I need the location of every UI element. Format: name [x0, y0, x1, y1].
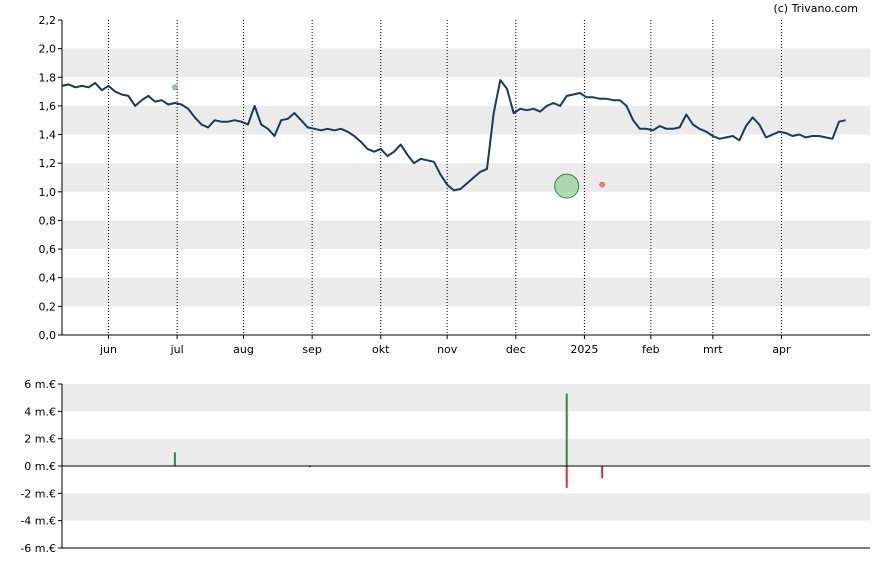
volume-chart-axes: -6 m.€ -4 m.€ -2 m.€ 0 m.€ 2 m.€ 4 m.€ 6 m.€ — [20, 378, 870, 555]
y-tick-label: 1,4 — [39, 129, 57, 142]
credit-label: (c) Trivano.com — [773, 2, 858, 15]
y-tick-label: 1,2 — [39, 157, 57, 170]
y-tick-label: 0,0 — [39, 329, 57, 342]
price-band — [62, 163, 870, 192]
price-chart-bands — [62, 48, 870, 307]
x-tick-label: jun — [99, 343, 117, 356]
price-band — [62, 105, 870, 135]
y-tick-label: 2,2 — [39, 14, 57, 27]
price-band — [62, 277, 870, 307]
sell-marker — [599, 181, 605, 188]
volume-y-tick-label: 6 m.€ — [24, 378, 56, 391]
y-tick-label: 0,6 — [39, 243, 57, 256]
price-band — [62, 220, 870, 250]
x-tick-label: apr — [772, 343, 791, 356]
buy-marker — [554, 173, 580, 199]
x-tick-label: feb — [642, 343, 660, 356]
volume-y-tick-label: -6 m.€ — [20, 542, 56, 555]
y-tick-label: 0,2 — [39, 300, 57, 313]
volume-band — [62, 493, 870, 521]
x-tick-label: sep — [302, 343, 321, 356]
price-chart-series — [61, 79, 846, 192]
volume-y-tick-label: 0 m.€ — [24, 460, 56, 473]
volume-y-tick-label: -2 m.€ — [20, 487, 56, 500]
volume-band — [62, 384, 870, 412]
volume-y-tick-label: 2 m.€ — [24, 433, 56, 446]
y-tick-label: 1,8 — [39, 71, 57, 84]
volume-chart-bands — [62, 384, 870, 521]
y-tick-label: 0,4 — [39, 272, 57, 285]
x-tick-label: aug — [233, 343, 254, 356]
x-tick-label: 2025 — [570, 343, 598, 356]
x-tick-label: nov — [437, 343, 458, 356]
volume-band — [62, 438, 870, 466]
buy-marker — [172, 84, 178, 91]
y-tick-label: 2,0 — [39, 43, 57, 56]
volume-chart-bars — [173, 393, 604, 488]
price-band — [62, 48, 870, 78]
y-tick-label: 0,8 — [39, 214, 57, 227]
x-tick-label: dec — [506, 343, 526, 356]
volume-y-tick-label: 4 m.€ — [24, 405, 56, 418]
price-line — [61, 79, 846, 192]
volume-y-tick-label: -4 m.€ — [20, 515, 56, 528]
y-tick-label: 1,6 — [39, 100, 57, 113]
x-tick-label: mrt — [703, 343, 723, 356]
y-tick-label: 1,0 — [39, 186, 57, 199]
price-chart-axes: jun jul aug sep okt nov dec 2025 feb mrt apr 0,0 0,2… — [39, 14, 870, 356]
price-chart-trade-markers — [172, 84, 605, 199]
x-tick-label: okt — [372, 343, 390, 356]
x-tick-label: jul — [170, 343, 184, 356]
